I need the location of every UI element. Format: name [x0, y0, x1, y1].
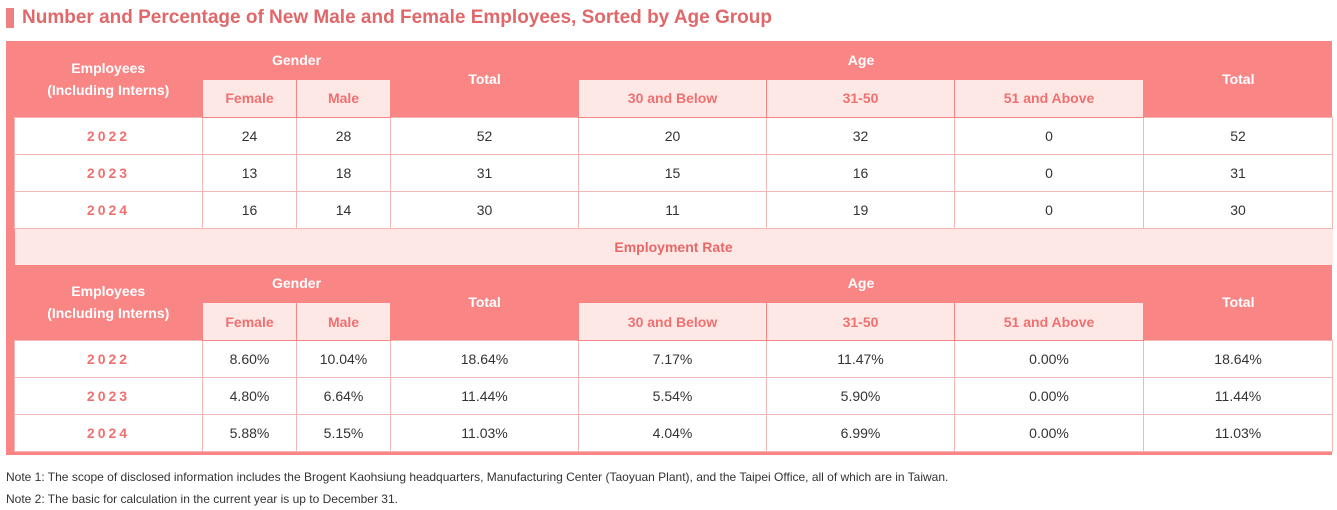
- year-cell: 2023: [14, 153, 203, 192]
- table-row: 2022 8.60% 10.04% 18.64% 7.17% 11.47% 0.…: [14, 340, 1334, 378]
- age-31-50-cell: 16: [766, 153, 956, 192]
- age-51-above-cell: 0.00%: [954, 340, 1145, 378]
- female-cell: 24: [202, 116, 297, 155]
- female-cell: 4.80%: [202, 377, 297, 415]
- age-31-50-cell: 11.47%: [766, 340, 956, 378]
- age-51-above-header: 51 and Above: [954, 78, 1145, 118]
- note-2: Note 2: The basic for calculation in the…: [6, 492, 398, 506]
- female-cell: 16: [202, 190, 297, 229]
- total-cell: 30: [390, 190, 580, 229]
- age-30-below-cell: 5.54%: [578, 377, 768, 415]
- year-cell: 2024: [14, 414, 203, 452]
- male-cell: 14: [295, 190, 392, 229]
- employees-header-line1: Employees: [71, 59, 146, 76]
- header-row-2: Female Male 30 and Below 31-50 51 and Ab…: [15, 78, 1333, 118]
- age-30-below-cell: 20: [578, 116, 768, 155]
- year-cell: 2022: [14, 340, 203, 378]
- total-header: Total: [468, 70, 501, 87]
- age-31-50-header: 31-50: [766, 302, 956, 341]
- age-51-above-cell: 0: [954, 190, 1145, 229]
- age-31-50-cell: 6.99%: [766, 414, 956, 452]
- note-1: Note 1: The scope of disclosed informati…: [6, 470, 949, 484]
- employees-header-line1: Employees: [71, 283, 146, 300]
- total2-header: Total: [1222, 70, 1255, 87]
- employment-rate-row: Employment Rate: [14, 228, 1333, 265]
- female-cell: 13: [202, 153, 297, 192]
- total2-cell: 11.03%: [1143, 414, 1334, 452]
- total2-cell: 30: [1143, 190, 1334, 229]
- employees-table: Employees (Including Interns) Gender Tot…: [14, 41, 1334, 452]
- employees-header-line2: (Including Interns): [47, 305, 170, 322]
- male-cell: 5.15%: [295, 414, 392, 452]
- total-cell: 18.64%: [390, 340, 580, 378]
- total2-cell: 31: [1143, 153, 1334, 192]
- male-header: Male: [295, 78, 392, 118]
- age-31-50-cell: 32: [766, 116, 956, 155]
- employees-header-line2: (Including Interns): [47, 81, 170, 98]
- table-row: 2023 13 18 31 15 16 0 31: [14, 153, 1334, 192]
- total-cell: 31: [390, 153, 580, 192]
- title-accent-bar: [6, 8, 14, 28]
- section-title: Number and Percentage of New Male and Fe…: [6, 6, 772, 30]
- header-row-3: Employees (Including Interns) Gender Tot…: [15, 265, 1333, 321]
- employees-table-container: Employees (Including Interns) Gender Tot…: [6, 41, 1334, 455]
- total-header: Total: [468, 294, 501, 311]
- female-header: Female: [202, 78, 297, 118]
- total2-header: Total: [1222, 294, 1255, 311]
- total-cell: 11.03%: [390, 414, 580, 452]
- age-header: Age: [847, 275, 875, 292]
- total2-cell: 18.64%: [1143, 340, 1334, 378]
- age-51-above-cell: 0: [954, 116, 1145, 155]
- employment-rate-label: Employment Rate: [14, 228, 1333, 265]
- employees-header: Employees (Including Interns): [15, 265, 203, 341]
- age-30-below-header: 30 and Below: [578, 78, 768, 118]
- female-cell: 5.88%: [202, 414, 297, 452]
- year-cell: 2024: [14, 190, 203, 229]
- year-cell: 2022: [14, 116, 203, 155]
- age-31-50-header: 31-50: [766, 78, 956, 118]
- age-51-above-cell: 0: [954, 153, 1145, 192]
- male-cell: 18: [295, 153, 392, 192]
- age-header: Age: [847, 51, 875, 68]
- gender-header: Gender: [272, 275, 322, 292]
- age-30-below-cell: 15: [578, 153, 768, 192]
- table-row: 2023 4.80% 6.64% 11.44% 5.54% 5.90% 0.00…: [14, 377, 1334, 415]
- male-header: Male: [295, 302, 392, 341]
- age-30-below-header: 30 and Below: [578, 302, 768, 341]
- age-51-above-cell: 0.00%: [954, 377, 1145, 415]
- age-30-below-cell: 11: [578, 190, 768, 229]
- male-cell: 6.64%: [295, 377, 392, 415]
- male-cell: 10.04%: [295, 340, 392, 378]
- female-header: Female: [202, 302, 297, 341]
- page-title: Number and Percentage of New Male and Fe…: [22, 7, 772, 28]
- gender-header: Gender: [272, 51, 322, 68]
- female-cell: 8.60%: [202, 340, 297, 378]
- age-30-below-cell: 4.04%: [578, 414, 768, 452]
- age-51-above-cell: 0.00%: [954, 414, 1145, 452]
- total2-cell: 52: [1143, 116, 1334, 155]
- header-row-4: Female Male 30 and Below 31-50 51 and Ab…: [15, 302, 1333, 341]
- employees-header: Employees (Including Interns): [15, 41, 203, 117]
- total2-cell: 11.44%: [1143, 377, 1334, 415]
- male-cell: 28: [295, 116, 392, 155]
- header-row-1: Employees (Including Interns) Gender Tot…: [15, 41, 1333, 98]
- table-row: 2024 5.88% 5.15% 11.03% 4.04% 6.99% 0.00…: [14, 414, 1334, 452]
- table-row: 2024 16 14 30 11 19 0 30: [14, 190, 1334, 229]
- total-cell: 52: [390, 116, 580, 155]
- age-31-50-cell: 5.90%: [766, 377, 956, 415]
- age-51-above-header: 51 and Above: [954, 302, 1145, 341]
- notes: Note 1: The scope of disclosed informati…: [6, 466, 948, 510]
- age-30-below-cell: 7.17%: [578, 340, 768, 378]
- age-31-50-cell: 19: [766, 190, 956, 229]
- total-cell: 11.44%: [390, 377, 580, 415]
- table-row: 2022 24 28 52 20 32 0 52: [14, 116, 1334, 155]
- year-cell: 2023: [14, 377, 203, 415]
